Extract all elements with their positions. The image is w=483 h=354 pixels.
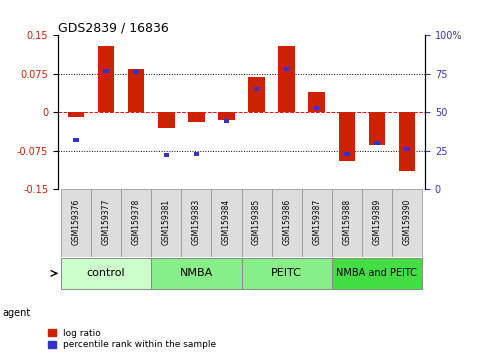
FancyBboxPatch shape [362,189,392,257]
Text: GSM159383: GSM159383 [192,199,201,245]
FancyBboxPatch shape [302,189,332,257]
Bar [284,67,289,71]
Text: GSM159388: GSM159388 [342,199,351,245]
FancyBboxPatch shape [61,189,91,257]
Bar [314,105,319,110]
Bar [339,112,355,161]
FancyBboxPatch shape [91,189,121,257]
Text: GSM159378: GSM159378 [132,199,141,245]
Text: control: control [87,268,126,278]
Text: GSM159389: GSM159389 [372,199,382,245]
FancyBboxPatch shape [151,258,242,289]
Bar [73,138,79,142]
Bar [68,112,85,117]
Text: NMBA: NMBA [180,268,213,278]
Bar [404,147,410,151]
FancyBboxPatch shape [212,189,242,257]
FancyBboxPatch shape [181,189,212,257]
FancyBboxPatch shape [61,258,151,289]
Legend: log ratio, percentile rank within the sample: log ratio, percentile rank within the sa… [48,329,216,349]
Bar [344,152,350,156]
Text: GSM159381: GSM159381 [162,199,171,245]
Bar [98,46,114,112]
Bar [103,69,109,73]
Bar [224,119,229,124]
Bar [309,92,325,112]
Bar [164,153,169,157]
FancyBboxPatch shape [271,189,302,257]
Bar [278,46,295,112]
Bar [248,78,265,112]
Text: GSM159387: GSM159387 [312,199,321,245]
FancyBboxPatch shape [121,189,151,257]
Bar [369,112,385,145]
Text: NMBA and PEITC: NMBA and PEITC [337,268,417,278]
FancyBboxPatch shape [242,189,271,257]
Text: GSM159384: GSM159384 [222,199,231,245]
FancyBboxPatch shape [332,189,362,257]
Bar [398,112,415,171]
Bar [374,141,380,145]
Text: GSM159386: GSM159386 [282,199,291,245]
Bar [133,70,139,74]
Text: agent: agent [2,308,30,318]
FancyBboxPatch shape [242,258,332,289]
Bar [218,112,235,120]
Bar [188,112,205,122]
FancyBboxPatch shape [151,189,181,257]
FancyBboxPatch shape [332,258,422,289]
FancyBboxPatch shape [392,189,422,257]
Bar [194,152,199,156]
Bar [128,69,144,112]
Text: GSM159385: GSM159385 [252,199,261,245]
Text: PEITC: PEITC [271,268,302,278]
Text: GSM159376: GSM159376 [71,199,81,245]
Text: GSM159377: GSM159377 [101,199,111,245]
Text: GSM159390: GSM159390 [402,199,412,245]
Text: GDS2839 / 16836: GDS2839 / 16836 [58,21,169,34]
Bar [254,87,259,91]
Bar [158,112,174,127]
